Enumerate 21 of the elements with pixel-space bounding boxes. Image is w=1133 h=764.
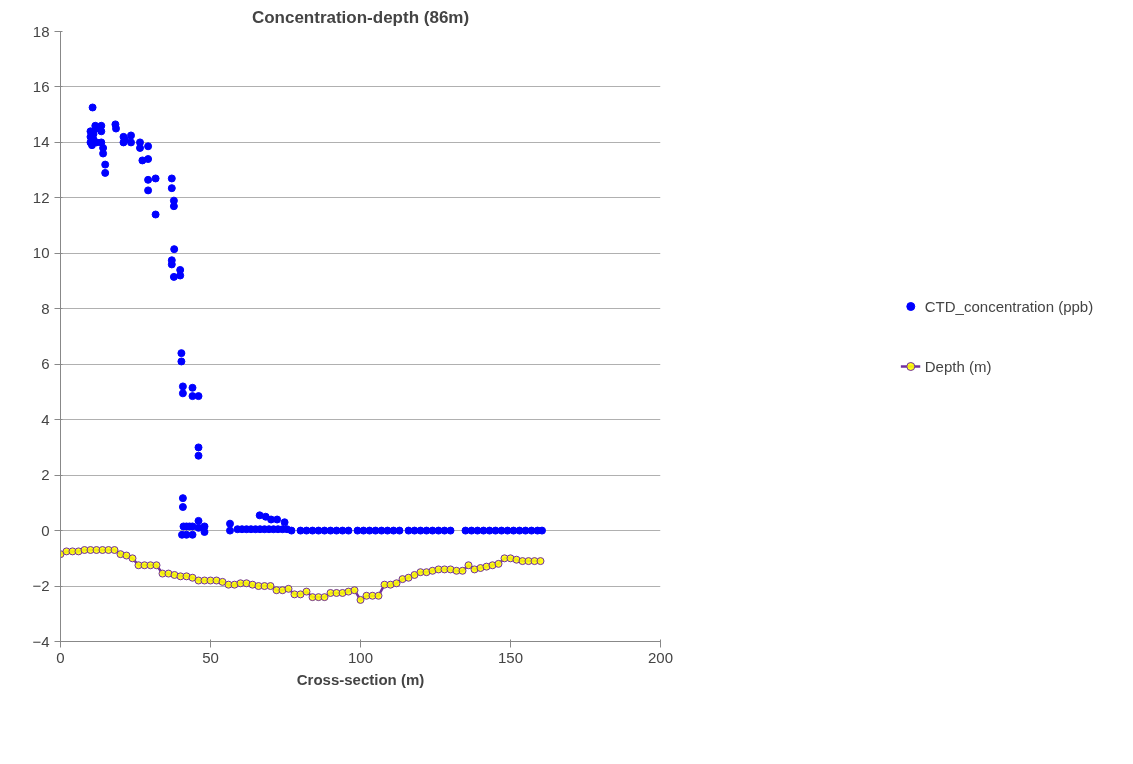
y-tick-label: 10	[32, 244, 50, 262]
y-tick-label: 2	[41, 466, 50, 484]
y-tick-label: −2	[32, 577, 50, 595]
legend-label: Depth (m)	[924, 357, 992, 375]
x-tick-label: 150	[497, 648, 524, 666]
x-tick-label: 200	[647, 648, 674, 666]
y-tick-label: 8	[41, 299, 50, 317]
y-tick-label: 12	[32, 188, 50, 206]
x-tick-label: 50	[202, 648, 219, 666]
y-tick-label: 18	[32, 22, 50, 40]
y-tick-label: 0	[41, 521, 50, 539]
y-tick-label: 16	[32, 77, 50, 95]
chart-title: Concentration-depth (86m)	[251, 7, 470, 27]
legend-label: CTD_concentration (ppb)	[924, 297, 1094, 315]
x-tick-label: 0	[56, 648, 65, 666]
x-tick-label: 100	[347, 648, 374, 666]
x-axis-title: Cross-section (m)	[296, 670, 425, 688]
y-tick-label: 14	[32, 133, 50, 151]
y-tick-label: 6	[41, 355, 50, 373]
y-tick-label: −4	[32, 632, 50, 650]
y-tick-label: 4	[41, 410, 50, 428]
